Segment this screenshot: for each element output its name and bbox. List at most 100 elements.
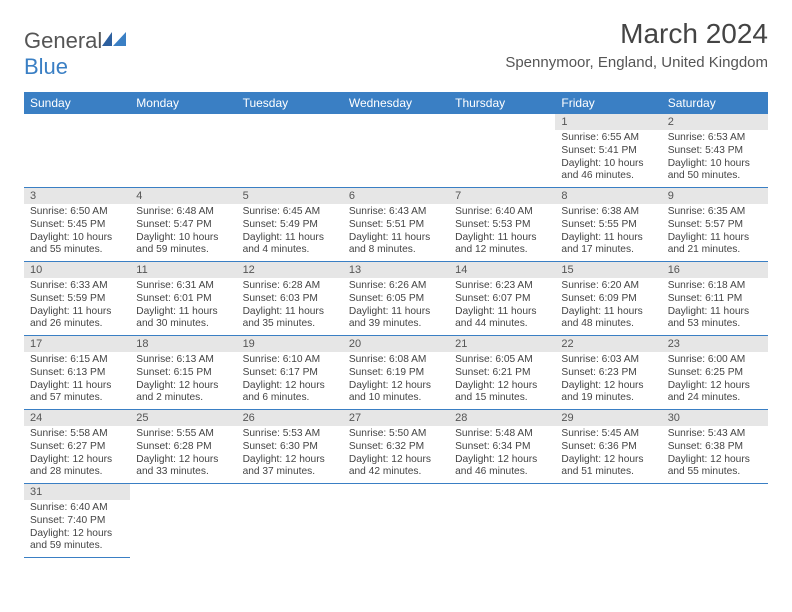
day-content: Sunrise: 6:40 AMSunset: 5:53 PMDaylight:…	[449, 204, 555, 261]
calendar-cell: 17Sunrise: 6:15 AMSunset: 6:13 PMDayligh…	[24, 336, 130, 410]
day-content: Sunrise: 6:00 AMSunset: 6:25 PMDaylight:…	[662, 352, 768, 409]
calendar-cell: 10Sunrise: 6:33 AMSunset: 5:59 PMDayligh…	[24, 262, 130, 336]
day-number: 4	[130, 188, 236, 204]
calendar-cell	[343, 114, 449, 188]
day-number: 2	[662, 114, 768, 130]
calendar-cell	[130, 114, 236, 188]
calendar-cell: 3Sunrise: 6:50 AMSunset: 5:45 PMDaylight…	[24, 188, 130, 262]
day-content: Sunrise: 6:05 AMSunset: 6:21 PMDaylight:…	[449, 352, 555, 409]
calendar-cell	[662, 484, 768, 558]
calendar-cell: 21Sunrise: 6:05 AMSunset: 6:21 PMDayligh…	[449, 336, 555, 410]
calendar-cell: 5Sunrise: 6:45 AMSunset: 5:49 PMDaylight…	[237, 188, 343, 262]
day-number: 1	[555, 114, 661, 130]
day-content: Sunrise: 6:23 AMSunset: 6:07 PMDaylight:…	[449, 278, 555, 335]
calendar-cell: 12Sunrise: 6:28 AMSunset: 6:03 PMDayligh…	[237, 262, 343, 336]
day-number: 8	[555, 188, 661, 204]
calendar-cell	[555, 484, 661, 558]
day-content: Sunrise: 6:28 AMSunset: 6:03 PMDaylight:…	[237, 278, 343, 335]
calendar-cell	[130, 484, 236, 558]
calendar-cell: 31Sunrise: 6:40 AMSunset: 7:40 PMDayligh…	[24, 484, 130, 558]
day-content: Sunrise: 5:53 AMSunset: 6:30 PMDaylight:…	[237, 426, 343, 483]
day-number: 17	[24, 336, 130, 352]
day-number: 25	[130, 410, 236, 426]
title-block: March 2024 Spennymoor, England, United K…	[505, 18, 768, 71]
day-number: 18	[130, 336, 236, 352]
day-content: Sunrise: 6:26 AMSunset: 6:05 PMDaylight:…	[343, 278, 449, 335]
calendar-cell: 26Sunrise: 5:53 AMSunset: 6:30 PMDayligh…	[237, 410, 343, 484]
calendar-cell: 4Sunrise: 6:48 AMSunset: 5:47 PMDaylight…	[130, 188, 236, 262]
calendar-cell: 29Sunrise: 5:45 AMSunset: 6:36 PMDayligh…	[555, 410, 661, 484]
calendar-table: SundayMondayTuesdayWednesdayThursdayFrid…	[24, 92, 768, 558]
day-content: Sunrise: 5:45 AMSunset: 6:36 PMDaylight:…	[555, 426, 661, 483]
day-content: Sunrise: 6:18 AMSunset: 6:11 PMDaylight:…	[662, 278, 768, 335]
day-number: 11	[130, 262, 236, 278]
calendar-cell: 6Sunrise: 6:43 AMSunset: 5:51 PMDaylight…	[343, 188, 449, 262]
day-number: 23	[662, 336, 768, 352]
day-content: Sunrise: 6:48 AMSunset: 5:47 PMDaylight:…	[130, 204, 236, 261]
day-number: 14	[449, 262, 555, 278]
day-content: Sunrise: 5:43 AMSunset: 6:38 PMDaylight:…	[662, 426, 768, 483]
day-number: 24	[24, 410, 130, 426]
day-number: 21	[449, 336, 555, 352]
day-content: Sunrise: 6:15 AMSunset: 6:13 PMDaylight:…	[24, 352, 130, 409]
calendar-cell: 30Sunrise: 5:43 AMSunset: 6:38 PMDayligh…	[662, 410, 768, 484]
weekday-header: Friday	[555, 92, 661, 114]
calendar-cell	[24, 114, 130, 188]
day-content: Sunrise: 6:55 AMSunset: 5:41 PMDaylight:…	[555, 130, 661, 187]
calendar-cell	[237, 484, 343, 558]
calendar-cell: 22Sunrise: 6:03 AMSunset: 6:23 PMDayligh…	[555, 336, 661, 410]
header: GeneralBlue March 2024 Spennymoor, Engla…	[24, 18, 768, 80]
day-number: 22	[555, 336, 661, 352]
calendar-cell: 11Sunrise: 6:31 AMSunset: 6:01 PMDayligh…	[130, 262, 236, 336]
calendar-cell	[449, 484, 555, 558]
day-content: Sunrise: 6:35 AMSunset: 5:57 PMDaylight:…	[662, 204, 768, 261]
day-number: 13	[343, 262, 449, 278]
day-number: 30	[662, 410, 768, 426]
calendar-cell: 7Sunrise: 6:40 AMSunset: 5:53 PMDaylight…	[449, 188, 555, 262]
flag-icon	[102, 32, 126, 48]
calendar-head: SundayMondayTuesdayWednesdayThursdayFrid…	[24, 92, 768, 114]
calendar-cell: 9Sunrise: 6:35 AMSunset: 5:57 PMDaylight…	[662, 188, 768, 262]
calendar-cell	[343, 484, 449, 558]
weekday-header: Wednesday	[343, 92, 449, 114]
day-content: Sunrise: 6:33 AMSunset: 5:59 PMDaylight:…	[24, 278, 130, 335]
day-number: 12	[237, 262, 343, 278]
day-content: Sunrise: 6:38 AMSunset: 5:55 PMDaylight:…	[555, 204, 661, 261]
weekday-header: Tuesday	[237, 92, 343, 114]
calendar-cell: 25Sunrise: 5:55 AMSunset: 6:28 PMDayligh…	[130, 410, 236, 484]
day-content: Sunrise: 6:43 AMSunset: 5:51 PMDaylight:…	[343, 204, 449, 261]
calendar-cell	[449, 114, 555, 188]
day-number: 9	[662, 188, 768, 204]
day-number: 16	[662, 262, 768, 278]
day-number: 7	[449, 188, 555, 204]
calendar-cell: 2Sunrise: 6:53 AMSunset: 5:43 PMDaylight…	[662, 114, 768, 188]
month-title: March 2024	[505, 18, 768, 50]
day-content: Sunrise: 6:31 AMSunset: 6:01 PMDaylight:…	[130, 278, 236, 335]
weekday-header: Monday	[130, 92, 236, 114]
day-content: Sunrise: 6:20 AMSunset: 6:09 PMDaylight:…	[555, 278, 661, 335]
logo: GeneralBlue	[24, 28, 126, 80]
calendar-cell: 1Sunrise: 6:55 AMSunset: 5:41 PMDaylight…	[555, 114, 661, 188]
calendar-cell: 16Sunrise: 6:18 AMSunset: 6:11 PMDayligh…	[662, 262, 768, 336]
weekday-header: Sunday	[24, 92, 130, 114]
day-content: Sunrise: 5:48 AMSunset: 6:34 PMDaylight:…	[449, 426, 555, 483]
day-content: Sunrise: 6:53 AMSunset: 5:43 PMDaylight:…	[662, 130, 768, 187]
calendar-body: 1Sunrise: 6:55 AMSunset: 5:41 PMDaylight…	[24, 114, 768, 558]
day-number: 26	[237, 410, 343, 426]
calendar-cell: 13Sunrise: 6:26 AMSunset: 6:05 PMDayligh…	[343, 262, 449, 336]
day-number: 19	[237, 336, 343, 352]
day-number: 6	[343, 188, 449, 204]
day-number: 3	[24, 188, 130, 204]
logo-text-2: Blue	[24, 54, 68, 79]
calendar-cell: 8Sunrise: 6:38 AMSunset: 5:55 PMDaylight…	[555, 188, 661, 262]
day-number: 28	[449, 410, 555, 426]
day-content: Sunrise: 6:10 AMSunset: 6:17 PMDaylight:…	[237, 352, 343, 409]
calendar-cell: 19Sunrise: 6:10 AMSunset: 6:17 PMDayligh…	[237, 336, 343, 410]
weekday-header: Saturday	[662, 92, 768, 114]
logo-text: GeneralBlue	[24, 28, 126, 80]
day-content: Sunrise: 6:03 AMSunset: 6:23 PMDaylight:…	[555, 352, 661, 409]
calendar-cell: 23Sunrise: 6:00 AMSunset: 6:25 PMDayligh…	[662, 336, 768, 410]
day-content: Sunrise: 5:55 AMSunset: 6:28 PMDaylight:…	[130, 426, 236, 483]
day-number: 10	[24, 262, 130, 278]
location: Spennymoor, England, United Kingdom	[505, 54, 768, 71]
